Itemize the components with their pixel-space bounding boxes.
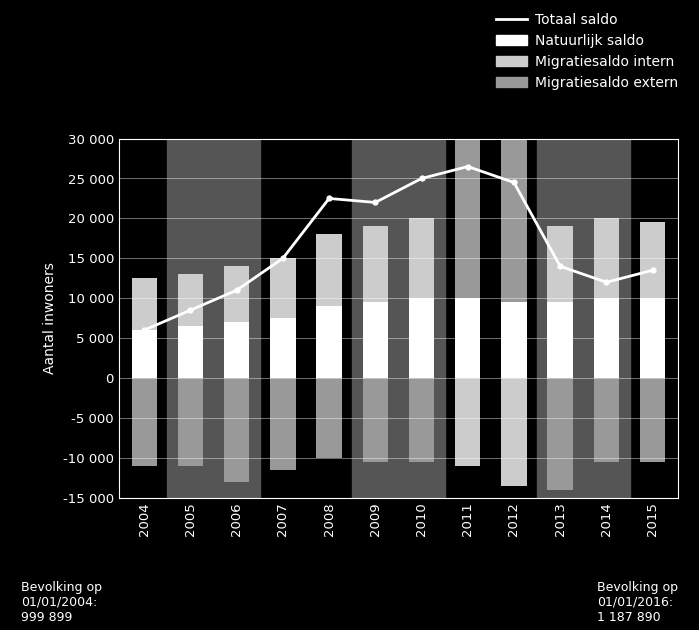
Bar [547, 226, 573, 302]
Bar [131, 330, 157, 378]
Bar [501, 378, 526, 486]
Bar [583, 139, 630, 498]
Bar [131, 378, 157, 466]
Bar [271, 258, 296, 318]
Bar [178, 274, 203, 326]
Bar [501, 302, 526, 378]
Bar [640, 378, 665, 462]
Bar [167, 139, 214, 498]
Bar [363, 378, 388, 462]
Bar [352, 139, 398, 498]
Bar [547, 302, 573, 378]
Bar [640, 298, 665, 378]
Bar [409, 298, 434, 378]
Bar [455, 378, 480, 466]
Text: Bevolking op
01/01/2016:
1 187 890: Bevolking op 01/01/2016: 1 187 890 [597, 581, 678, 624]
Y-axis label: Aantal inwoners: Aantal inwoners [43, 262, 57, 374]
Legend: Totaal saldo, Natuurlijk saldo, Migratiesaldo intern, Migratiesaldo extern: Totaal saldo, Natuurlijk saldo, Migratie… [496, 13, 678, 90]
Bar [317, 378, 342, 458]
Bar [271, 318, 296, 378]
Bar [224, 266, 250, 322]
Bar [593, 219, 619, 298]
Bar [131, 278, 157, 330]
Bar [224, 378, 250, 482]
Bar [398, 139, 445, 498]
Bar [178, 378, 203, 466]
Bar [593, 378, 619, 462]
Bar [363, 302, 388, 378]
Bar [455, 59, 480, 298]
Bar [593, 298, 619, 378]
Bar [501, 106, 526, 302]
Bar [271, 378, 296, 470]
Bar [547, 378, 573, 490]
Bar [409, 378, 434, 462]
Bar [640, 222, 665, 298]
Bar [537, 139, 583, 498]
Bar [317, 234, 342, 306]
Text: Bevolking op
01/01/2004:
999 899: Bevolking op 01/01/2004: 999 899 [21, 581, 102, 624]
Bar [317, 306, 342, 378]
Bar [455, 298, 480, 378]
Bar [214, 139, 260, 498]
Bar [409, 219, 434, 298]
Bar [178, 326, 203, 378]
Bar [363, 226, 388, 302]
Bar [224, 322, 250, 378]
